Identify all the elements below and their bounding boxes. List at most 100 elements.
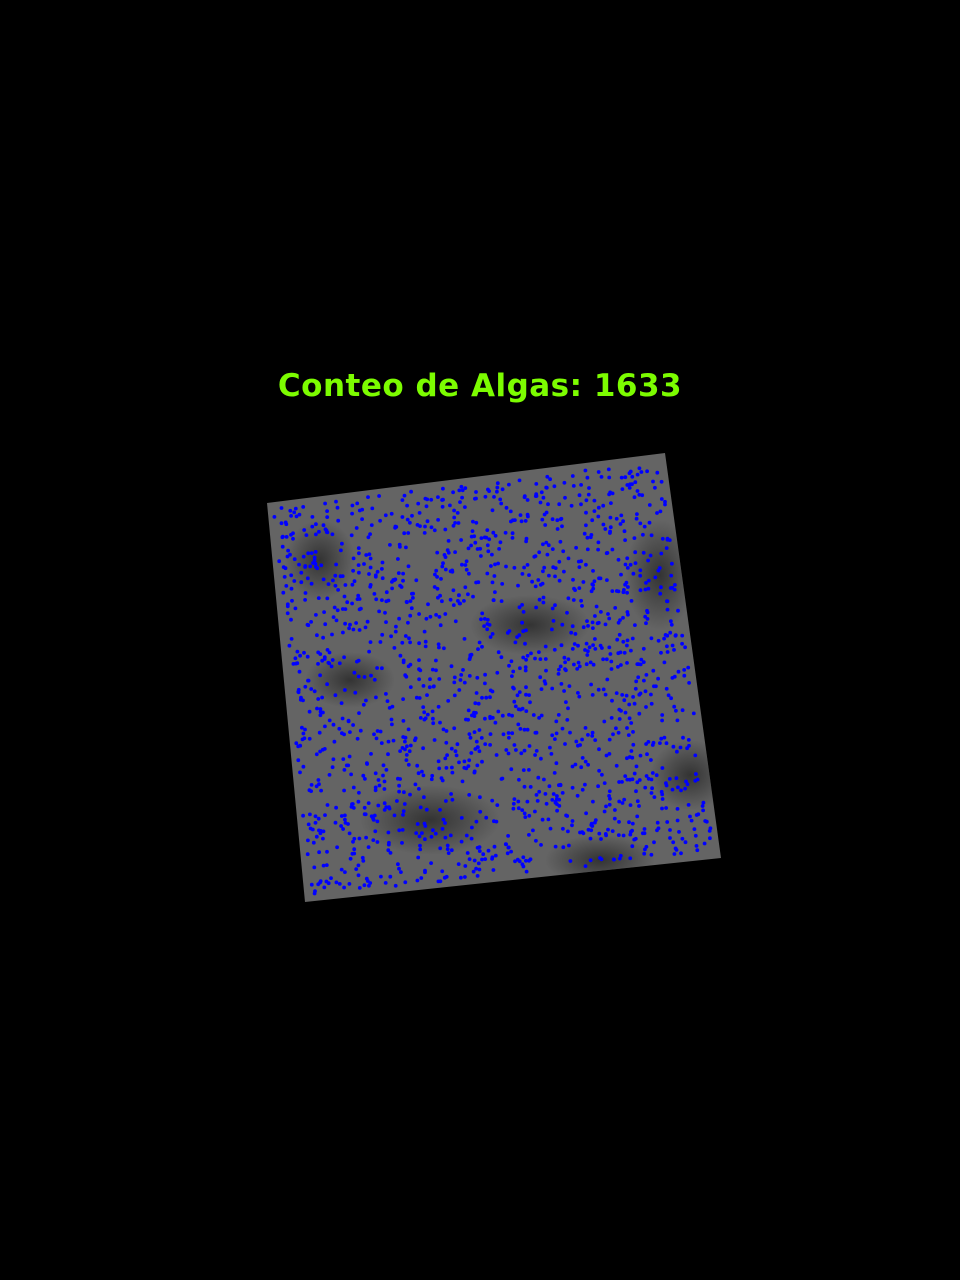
algae-marker: [322, 610, 326, 614]
algae-marker: [411, 591, 415, 596]
algae-marker: [543, 644, 548, 649]
algae-marker: [604, 833, 608, 838]
algae-marker: [681, 735, 685, 740]
algae-marker: [299, 570, 304, 575]
algae-marker: [516, 799, 521, 804]
algae-marker: [366, 535, 371, 540]
algae-marker: [457, 593, 461, 598]
algae-marker: [659, 497, 664, 501]
algae-marker: [376, 778, 381, 782]
algae-marker: [430, 773, 435, 778]
algae-marker: [664, 546, 669, 550]
algae-marker: [332, 605, 337, 610]
algae-marker: [513, 859, 517, 864]
algae-marker: [543, 523, 548, 527]
algae-marker: [331, 578, 335, 583]
algae-marker: [452, 675, 457, 680]
algae-marker: [450, 770, 455, 775]
algae-marker: [309, 783, 314, 787]
algae-marker: [434, 668, 438, 673]
algae-marker: [646, 578, 651, 583]
algae-marker: [483, 681, 487, 686]
algae-marker: [610, 829, 615, 833]
algae-marker: [375, 840, 380, 844]
algae-marker: [539, 490, 544, 495]
algae-marker: [523, 665, 528, 670]
algae-marker: [623, 475, 628, 480]
algae-marker: [380, 632, 385, 637]
algae-marker: [584, 662, 589, 667]
algae-marker: [649, 701, 654, 706]
algae-marker: [440, 504, 445, 509]
algae-marker: [342, 655, 346, 660]
algae-marker: [534, 838, 538, 843]
algae-marker: [635, 780, 640, 785]
algae-marker: [561, 826, 565, 831]
algae-marker: [361, 702, 366, 707]
algae-marker: [643, 689, 648, 694]
algae-marker: [469, 836, 474, 841]
algae-marker: [493, 590, 497, 594]
algae-marker: [683, 840, 688, 845]
algae-marker: [607, 789, 612, 794]
algae-marker: [559, 682, 564, 686]
algae-marker: [313, 561, 318, 566]
algae-marker: [321, 836, 325, 841]
algae-marker: [438, 623, 443, 628]
algae-marker: [589, 589, 594, 594]
algae-marker: [466, 708, 471, 713]
algae-marker: [361, 773, 366, 778]
algae-marker: [619, 475, 624, 480]
algae-marker: [481, 852, 486, 857]
algae-marker: [379, 874, 383, 879]
algae-marker: [645, 608, 649, 613]
algae-marker: [386, 752, 390, 757]
algae-marker: [425, 519, 430, 524]
algae-marker: [570, 624, 575, 629]
algae-marker: [570, 819, 575, 823]
algae-marker: [357, 551, 361, 556]
algae-marker: [408, 743, 413, 748]
algae-marker: [583, 864, 588, 868]
algae-marker: [633, 623, 637, 627]
algae-marker: [512, 565, 517, 570]
algae-marker: [617, 820, 621, 824]
algae-marker: [305, 654, 310, 659]
algae-marker: [282, 575, 287, 579]
algae-marker: [619, 709, 623, 713]
algae-marker: [511, 801, 516, 806]
algae-marker: [451, 490, 455, 495]
algae-marker: [467, 857, 472, 861]
algae-marker: [405, 503, 409, 508]
algae-marker: [373, 785, 378, 790]
algae-marker: [590, 582, 595, 587]
algae-marker: [506, 731, 511, 735]
algae-marker: [436, 642, 441, 647]
algae-marker: [297, 512, 302, 517]
algae-marker: [449, 746, 454, 751]
algae-marker: [607, 475, 612, 480]
algae-marker: [476, 745, 480, 750]
algae-marker: [680, 836, 685, 841]
algae-marker: [533, 656, 537, 661]
algae-marker: [436, 595, 440, 600]
algae-marker: [628, 856, 633, 861]
algae-marker: [495, 670, 500, 675]
algae-marker: [555, 794, 559, 798]
algae-marker: [521, 610, 526, 614]
algae-marker: [313, 550, 318, 554]
algae-marker: [552, 771, 557, 775]
algae-marker: [580, 787, 585, 792]
algae-marker: [516, 722, 521, 727]
algae-marker: [351, 723, 355, 727]
algae-marker: [420, 769, 424, 774]
algae-marker: [631, 695, 635, 699]
algae-marker: [672, 704, 677, 709]
algae-marker: [457, 688, 462, 692]
algae-marker: [445, 843, 450, 848]
algae-marker: [480, 759, 484, 764]
algae-marker: [525, 512, 530, 517]
algae-marker: [280, 544, 285, 549]
algae-marker: [561, 549, 566, 554]
algae-marker: [473, 701, 478, 706]
